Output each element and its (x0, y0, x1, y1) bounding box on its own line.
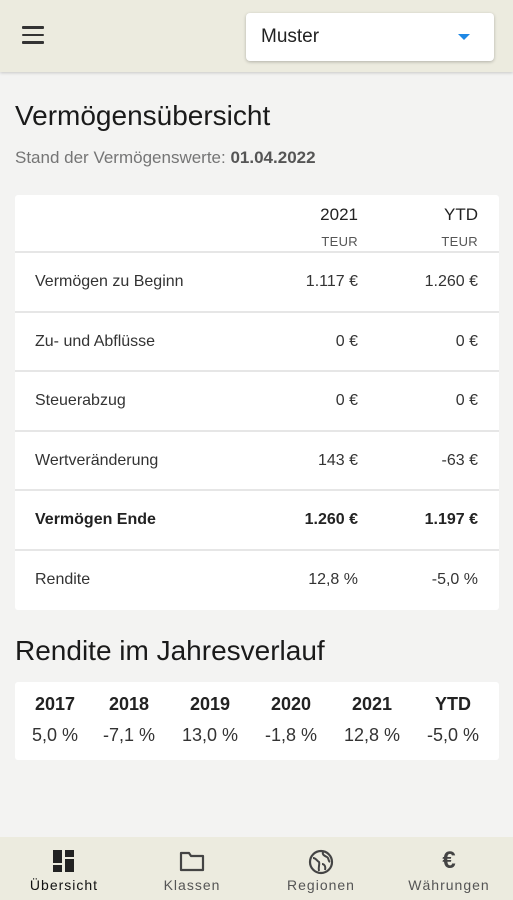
column-year: YTD (444, 205, 478, 224)
return-item: 2020 -1,8 % (251, 694, 331, 746)
row-value-2021: 12,8 % (308, 570, 358, 588)
column-year: 2021 (320, 205, 358, 224)
column-unit: TEUR (441, 234, 478, 249)
nav-label: Übersicht (29, 877, 99, 893)
row-value-2021: 1.117 € (305, 273, 358, 290)
returns-section-title: Rendite im Jahresverlauf (15, 635, 325, 666)
return-item: 2018 -7,1 % (89, 694, 169, 746)
nav-label: Klassen (163, 877, 221, 893)
bottom-navigation: Übersicht Klassen Regionen € Währungen (0, 837, 513, 900)
return-percent: 5,0 % (31, 725, 79, 745)
euro-icon: € (442, 847, 456, 874)
return-year: 2018 (108, 694, 150, 714)
portfolio-select[interactable]: Muster (246, 13, 494, 61)
return-year: 2021 (351, 694, 393, 714)
row-value-2021: 0 € (335, 332, 358, 350)
nav-item-overview[interactable]: Übersicht (0, 837, 128, 900)
portfolio-select-value: Muster (261, 26, 320, 47)
table-header: 2021 TEUR YTD TEUR (15, 195, 499, 253)
table-row: Vermögen zu Beginn 1.117 € 1.260 € (15, 253, 499, 313)
row-value-ytd: -5,0 % (431, 570, 478, 588)
row-value-2021: 143 € (317, 451, 358, 469)
valuation-date-label: Stand der Vermögenswerte: (15, 148, 231, 167)
row-value-2021: 1.260 € (304, 511, 358, 528)
nav-item-classes[interactable]: Klassen (128, 837, 256, 900)
asset-overview-table: 2021 TEUR YTD TEUR Vermögen zu Beginn 1.… (15, 195, 499, 610)
table-row: Rendite 12,8 % -5,0 % (15, 551, 499, 611)
row-label: Steuerabzug (35, 392, 126, 409)
nav-item-currencies[interactable]: € Währungen (385, 837, 513, 900)
row-value-ytd: 1.197 € (424, 511, 478, 528)
column-unit: TEUR (321, 234, 358, 249)
column-header-2021: 2021 TEUR (320, 205, 358, 249)
return-item: 2017 5,0 % (15, 694, 95, 746)
row-value-ytd: 1.260 € (424, 273, 478, 290)
row-label: Rendite (35, 570, 91, 588)
table-row: Zu- und Abflüsse 0 € 0 € (15, 313, 499, 372)
table-row-total: Vermögen Ende 1.260 € 1.197 € (15, 491, 499, 551)
folder-icon (179, 849, 205, 878)
return-year: 2017 (34, 694, 76, 714)
return-percent: 12,8 % (343, 725, 401, 745)
row-label: Vermögen zu Beginn (35, 273, 184, 290)
table-row: Steuerabzug 0 € 0 € (15, 372, 499, 432)
annual-returns-card: 2017 5,0 % 2018 -7,1 % 2019 13,0 % 2020 … (15, 682, 499, 760)
row-value-ytd: -63 € (441, 451, 478, 469)
return-percent: -5,0 % (426, 725, 480, 745)
return-item: YTD -5,0 % (413, 694, 493, 746)
row-value-ytd: 0 € (455, 332, 478, 350)
return-item: 2021 12,8 % (332, 694, 412, 746)
return-percent: 13,0 % (181, 725, 239, 745)
valuation-date-value: 01.04.2022 (230, 148, 316, 167)
row-value-2021: 0 € (335, 392, 358, 409)
globe-icon (308, 849, 334, 880)
row-label: Zu- und Abflüsse (35, 332, 156, 350)
nav-label: Währungen (408, 877, 490, 893)
return-percent: -1,8 % (264, 725, 318, 745)
table-row: Wertveränderung 143 € -63 € (15, 432, 499, 491)
dashboard-icon (52, 849, 76, 878)
valuation-date: Stand der Vermögenswerte: 01.04.2022 (15, 148, 316, 168)
column-header-ytd: YTD TEUR (441, 205, 478, 249)
row-label: Wertveränderung (35, 451, 159, 469)
page-title: Vermögensübersicht (15, 100, 271, 131)
return-year: YTD (435, 694, 471, 714)
nav-item-regions[interactable]: Regionen (257, 837, 385, 900)
top-app-bar: Muster (0, 0, 513, 72)
menu-icon[interactable] (22, 26, 48, 46)
row-label: Vermögen Ende (35, 511, 156, 528)
row-value-ytd: 0 € (455, 392, 478, 409)
dropdown-arrow-icon (458, 34, 470, 40)
return-percent: -7,1 % (102, 725, 156, 745)
nav-label: Regionen (287, 877, 355, 893)
return-year: 2020 (270, 694, 312, 714)
return-year: 2019 (189, 694, 231, 714)
return-item: 2019 13,0 % (170, 694, 250, 746)
